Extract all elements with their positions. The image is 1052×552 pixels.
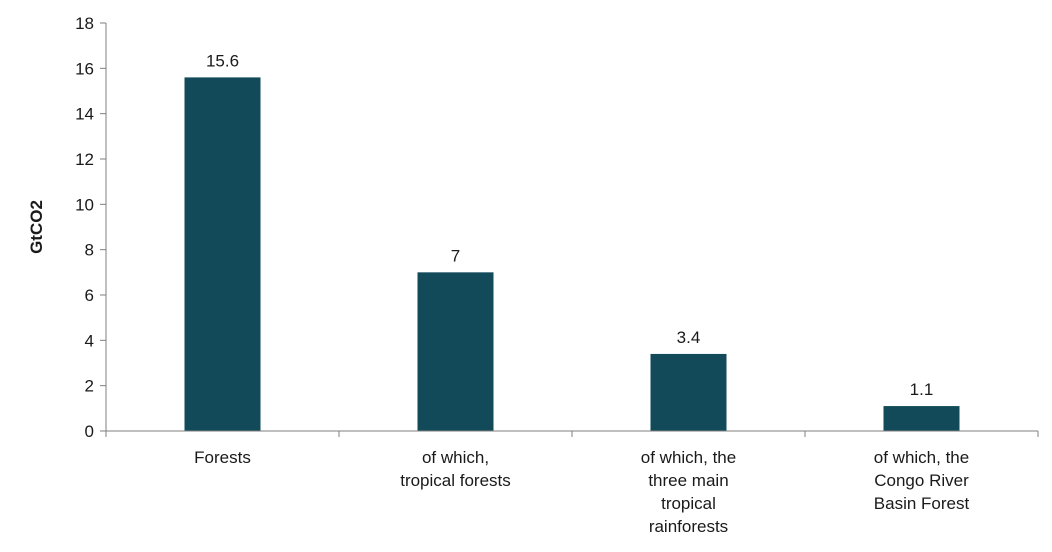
y-tick-label: 14 bbox=[75, 105, 94, 124]
x-category-label-line: Forests bbox=[194, 448, 251, 467]
x-category-label: of which, the Congo River Basin Forest bbox=[874, 448, 970, 513]
bar bbox=[650, 353, 727, 431]
data-label: 1.1 bbox=[910, 380, 934, 399]
bars: 15.6 7 3.4 1.1 bbox=[184, 51, 960, 432]
x-category-label-line: rainforests bbox=[649, 517, 728, 536]
data-label: 3.4 bbox=[677, 328, 701, 347]
y-tick-label: 8 bbox=[85, 241, 94, 260]
x-category-label-line: of which, the bbox=[641, 448, 736, 467]
data-label: 15.6 bbox=[206, 51, 239, 70]
y-tick-label: 4 bbox=[85, 331, 94, 350]
x-category-label-line: Congo River bbox=[874, 471, 969, 490]
x-category-label: of which, tropical forests bbox=[400, 448, 511, 490]
bar bbox=[184, 77, 261, 432]
y-tick-label: 12 bbox=[75, 150, 94, 169]
bar bbox=[883, 406, 960, 431]
x-category-label: Forests bbox=[194, 448, 251, 467]
x-category-label-line: tropical bbox=[661, 494, 716, 513]
data-label: 7 bbox=[451, 246, 460, 265]
x-category-label-line: three main bbox=[648, 471, 728, 490]
x-category-label: of which, the three main tropical rainfores… bbox=[641, 448, 736, 536]
x-category-label-line: tropical forests bbox=[400, 471, 511, 490]
y-axis-title: GtCO2 bbox=[27, 200, 46, 254]
y-tick-label: 2 bbox=[85, 377, 94, 396]
y-tick-label: 0 bbox=[85, 422, 94, 441]
x-category-label-line: of which, the bbox=[874, 448, 969, 467]
x-category-label-line: Basin Forest bbox=[874, 494, 970, 513]
bar bbox=[417, 272, 494, 431]
y-tick-label: 6 bbox=[85, 286, 94, 305]
y-tick-label: 18 bbox=[75, 14, 94, 33]
y-axis: 0 2 4 6 8 10 12 14 16 18 bbox=[75, 14, 107, 441]
y-tick-label: 10 bbox=[75, 195, 94, 214]
y-tick-label: 16 bbox=[75, 59, 94, 78]
x-category-label-line: of which, bbox=[422, 448, 489, 467]
